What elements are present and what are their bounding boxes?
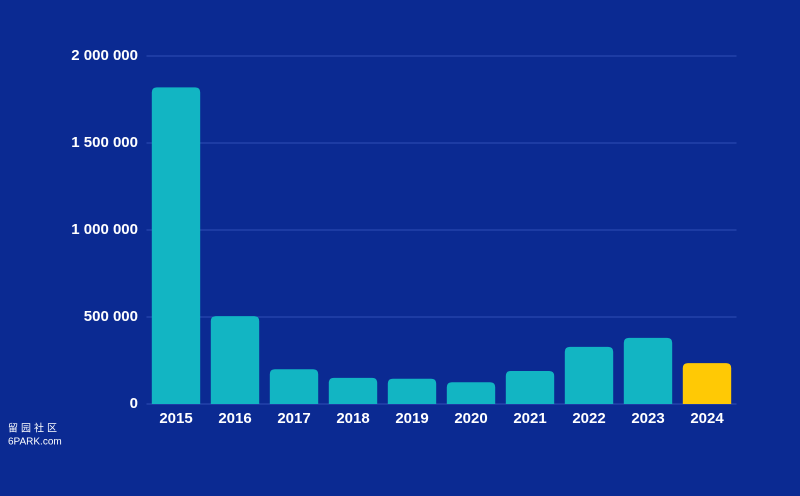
bar bbox=[446, 382, 496, 404]
watermark-name: 留园社区 bbox=[8, 422, 60, 435]
bar bbox=[682, 363, 732, 404]
x-tick-label: 2022 bbox=[572, 410, 605, 427]
y-tick-label: 1 000 000 bbox=[71, 221, 138, 238]
bar bbox=[328, 377, 378, 404]
y-tick-label: 500 000 bbox=[84, 308, 138, 325]
bar bbox=[387, 378, 437, 404]
y-tick-label: 0 bbox=[130, 395, 138, 412]
x-tick-label: 2021 bbox=[513, 410, 546, 427]
bar bbox=[564, 346, 614, 404]
y-tick-label: 1 500 000 bbox=[71, 134, 138, 151]
x-tick-label: 2019 bbox=[395, 410, 428, 427]
bar bbox=[210, 316, 260, 404]
x-tick-label: 2017 bbox=[277, 410, 310, 427]
x-tick-label: 2020 bbox=[454, 410, 487, 427]
bar bbox=[151, 87, 201, 404]
bar bbox=[505, 370, 555, 404]
x-tick-label: 2023 bbox=[631, 410, 664, 427]
watermark-site: 6PARK.com bbox=[8, 437, 62, 448]
x-tick-label: 2018 bbox=[336, 410, 369, 427]
x-tick-label: 2016 bbox=[218, 410, 251, 427]
x-tick-label: 2024 bbox=[690, 410, 724, 427]
y-tick-label: 2 000 000 bbox=[71, 47, 138, 64]
bar bbox=[269, 369, 319, 404]
bar bbox=[623, 337, 673, 404]
x-tick-label: 2015 bbox=[159, 410, 192, 427]
